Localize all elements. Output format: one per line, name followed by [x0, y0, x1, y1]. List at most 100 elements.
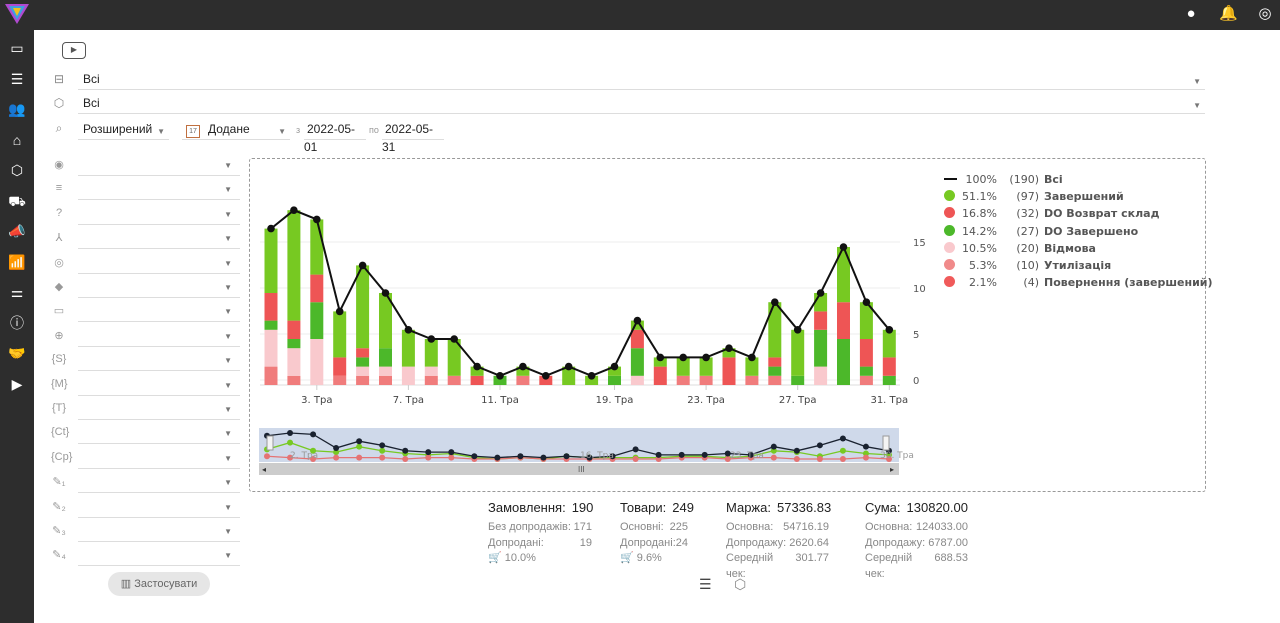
product-select[interactable]: Всі ▼	[78, 94, 1205, 114]
bar-segment-return_stock[interactable]	[768, 357, 782, 367]
bar-segment-refusal[interactable]	[356, 366, 370, 376]
bar-segment-return_stock[interactable]	[264, 293, 278, 321]
scroll-right-icon[interactable]: ▸	[890, 465, 894, 474]
total-point[interactable]	[816, 289, 825, 297]
navigator-handle-left[interactable]	[266, 435, 274, 451]
bar-segment-refusal[interactable]	[310, 339, 324, 385]
bar-segment-refusal[interactable]	[287, 348, 301, 376]
legend-item[interactable]: 2.1% (4) Повернення (завершений)	[944, 275, 1213, 291]
date-to-input[interactable]: 2022-05-31	[382, 120, 444, 154]
search-mode-select[interactable]: Розширений ▼	[78, 120, 169, 140]
total-point[interactable]	[381, 289, 390, 297]
bar-segment-completed[interactable]	[653, 357, 667, 367]
bar-segment-return_stock[interactable]	[333, 357, 347, 376]
list-view-icon[interactable]: ☰	[699, 576, 712, 592]
bar-segment-completed[interactable]	[722, 348, 736, 358]
box-view-icon[interactable]: ⬡	[734, 576, 747, 592]
bar-segment-completed[interactable]	[745, 357, 759, 376]
bar-segment-completed[interactable]	[447, 339, 461, 376]
total-point[interactable]	[679, 353, 687, 362]
account-icon[interactable]: ●	[1186, 5, 1196, 22]
total-point[interactable]	[473, 362, 481, 371]
bar-segment-completed[interactable]	[356, 265, 370, 349]
bar-segment-return_stock[interactable]	[310, 274, 324, 303]
bar-segment-completed[interactable]	[333, 311, 347, 358]
bar-segment-completed[interactable]	[859, 302, 873, 339]
bar-segment-refusal[interactable]	[264, 329, 278, 367]
info-icon[interactable]: ⓘ	[10, 314, 24, 331]
bar-segment-do_completed[interactable]	[310, 302, 324, 339]
bar-segment-completed[interactable]	[379, 293, 392, 349]
support-icon[interactable]: ◎	[1258, 5, 1272, 22]
list-icon[interactable]: ☰	[10, 70, 24, 87]
bar-segment-do_completed[interactable]	[791, 375, 805, 385]
bar-segment-refusal[interactable]	[814, 366, 828, 385]
bar-segment-return_stock[interactable]	[539, 375, 553, 385]
total-point[interactable]	[335, 307, 344, 316]
bar-segment-disposal[interactable]	[699, 375, 713, 385]
sliders-icon[interactable]: ⚌	[10, 284, 24, 300]
bar-segment-return_stock[interactable]	[722, 357, 736, 385]
filter-select[interactable]: ▼	[78, 351, 240, 372]
bar-segment-return_stock[interactable]	[882, 357, 896, 376]
bar-segment-do_completed[interactable]	[768, 366, 782, 376]
total-point[interactable]	[404, 326, 413, 334]
total-point[interactable]	[862, 298, 871, 306]
video-button[interactable]: ▶	[62, 42, 86, 59]
scroll-left-icon[interactable]: ◂	[262, 465, 266, 474]
filter-select[interactable]: ▼	[78, 546, 240, 567]
filter-select[interactable]: ▼	[78, 400, 240, 420]
bar-segment-refusal[interactable]	[379, 366, 392, 376]
total-point[interactable]	[610, 362, 619, 371]
analytics-icon[interactable]: 📶	[8, 253, 26, 270]
bar-segment-do_completed[interactable]	[882, 375, 896, 385]
total-point[interactable]	[702, 353, 710, 362]
bar-segment-refusal[interactable]	[424, 366, 438, 376]
bar-segment-completed[interactable]	[768, 302, 782, 358]
monitor-icon[interactable]: ▭	[10, 40, 24, 56]
bar-segment-disposal[interactable]	[745, 375, 759, 385]
bar-segment-completed[interactable]	[837, 247, 850, 303]
legend-item[interactable]: 100% (190) Всі	[944, 172, 1063, 188]
megaphone-icon[interactable]: 📣	[8, 223, 26, 239]
bar-segment-return_stock[interactable]	[814, 311, 828, 330]
filter-select[interactable]: ▼	[78, 424, 240, 445]
bell-icon[interactable]: 🔔	[1219, 5, 1238, 22]
bar-segment-disposal[interactable]	[516, 375, 530, 385]
bar-segment-do_completed[interactable]	[264, 320, 278, 330]
bar-segment-disposal[interactable]	[676, 375, 690, 385]
filter-select[interactable]: ▼	[78, 156, 240, 176]
bar-segment-return_stock[interactable]	[470, 375, 484, 385]
app-logo[interactable]	[4, 3, 30, 25]
total-point[interactable]	[793, 326, 802, 334]
bar-segment-do_completed[interactable]	[287, 339, 301, 349]
filter-select[interactable]: ▼	[78, 180, 240, 201]
bar-segment-completed[interactable]	[562, 366, 576, 385]
bar-segment-disposal[interactable]	[859, 375, 873, 385]
bar-segment-do_completed[interactable]	[630, 348, 644, 376]
bar-segment-completed[interactable]	[585, 375, 599, 385]
filter-select[interactable]: ▼	[78, 254, 240, 274]
total-point[interactable]	[358, 261, 367, 270]
bar-segment-do_completed[interactable]	[493, 375, 507, 385]
filter-select[interactable]: ▼	[78, 376, 240, 396]
bar-segment-do_completed[interactable]	[859, 366, 873, 376]
total-point[interactable]	[450, 335, 458, 343]
bar-segment-disposal[interactable]	[356, 375, 370, 385]
video-icon[interactable]: ▶	[11, 375, 23, 392]
bar-segment-disposal[interactable]	[447, 375, 461, 385]
delivery-icon[interactable]: ⛟	[8, 192, 26, 209]
total-point[interactable]	[725, 344, 733, 352]
bar-segment-disposal[interactable]	[287, 375, 301, 385]
filter-select[interactable]: ▼	[78, 327, 240, 347]
bar-segment-disposal[interactable]	[333, 375, 347, 385]
total-point[interactable]	[885, 326, 894, 334]
navigator-scrollbar[interactable]	[259, 463, 899, 475]
navigator-handle-right[interactable]	[882, 435, 890, 451]
navigator-window[interactable]	[259, 428, 899, 462]
bar-segment-return_stock[interactable]	[287, 320, 301, 339]
bar-segment-return_stock[interactable]	[630, 329, 644, 349]
bar-segment-completed[interactable]	[401, 329, 415, 367]
legend-item[interactable]: 14.2% (27) DO Завершено	[944, 224, 1138, 240]
bar-segment-do_completed[interactable]	[356, 357, 370, 367]
